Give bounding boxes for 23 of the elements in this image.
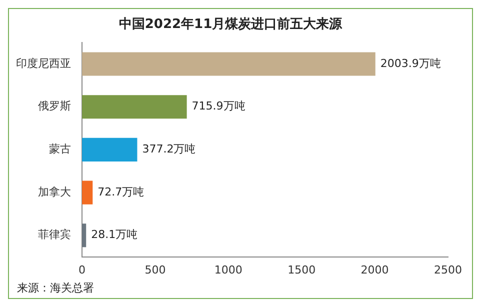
source-note: 来源：海关总署: [17, 281, 94, 294]
bar: [82, 138, 138, 162]
x-tick-label: 2000: [360, 263, 389, 276]
data-label: 2003.9万吨: [380, 56, 441, 70]
x-tick-label: 2500: [434, 263, 462, 276]
bar: [82, 52, 376, 76]
y-tick-label: 加拿大: [38, 185, 71, 198]
y-tick-label: 俄罗斯: [38, 100, 71, 113]
bar: [82, 224, 86, 248]
data-label: 715.9万吨: [192, 100, 246, 113]
x-tick-label: 1000: [214, 263, 242, 276]
x-tick-label: 500: [144, 263, 166, 276]
chart-title: 中国2022年11月煤炭进口前五大来源: [118, 17, 344, 32]
x-tick-label: 0: [78, 263, 86, 276]
y-tick-label: 菲律宾: [38, 228, 71, 242]
data-label: 377.2万吨: [142, 142, 196, 156]
data-label: 28.1万吨: [91, 228, 138, 242]
y-tick-label: 蒙古: [49, 142, 71, 156]
y-tick-label: 印度尼西亚: [16, 56, 71, 70]
bar: [82, 95, 187, 119]
x-tick-label: 1500: [288, 263, 316, 276]
bar: [82, 180, 93, 204]
data-label: 72.7万吨: [98, 185, 144, 198]
